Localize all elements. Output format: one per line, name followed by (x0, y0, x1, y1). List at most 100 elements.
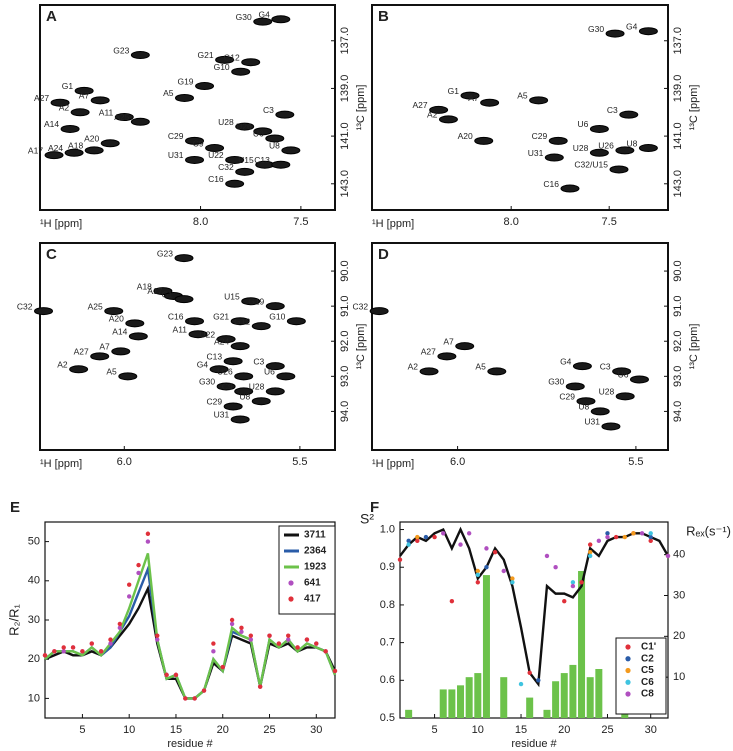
point (406, 542, 411, 547)
y-tick-label: 0.7 (380, 637, 395, 649)
peak (234, 387, 254, 396)
point (484, 546, 489, 551)
peak-label: A7 (99, 342, 110, 352)
peak (235, 122, 255, 131)
x-axis-label: residue # (167, 738, 213, 750)
peak (276, 372, 296, 381)
panel-label: A (46, 8, 57, 25)
point (80, 649, 85, 654)
point (323, 649, 328, 654)
peak-label: A2 (57, 360, 68, 370)
point (295, 645, 300, 650)
x-tick-label: 8.0 (504, 216, 519, 228)
peak-label: G12 (224, 52, 240, 62)
point (145, 539, 151, 544)
legend-label: C8 (641, 689, 654, 700)
peak-label: C9 (193, 138, 204, 148)
peak (529, 96, 549, 105)
point (314, 641, 319, 646)
peak (130, 117, 150, 126)
peak-label: G1 (162, 289, 174, 299)
y-tick-label: 10 (28, 692, 40, 704)
point (201, 688, 207, 693)
y-tick-label: 93.0 (339, 366, 351, 387)
peak-label: C9 (222, 382, 233, 392)
point (145, 531, 151, 536)
peak (185, 155, 205, 164)
point (239, 625, 244, 631)
x-tick-label: 8.0 (193, 216, 208, 228)
peak (560, 184, 580, 193)
point (108, 637, 113, 642)
peak-label: A7 (443, 336, 454, 346)
peak (369, 307, 389, 316)
peak-label: C29 (532, 131, 548, 141)
y-tick-label: 143.0 (672, 170, 684, 198)
point (579, 580, 584, 585)
x-tick-label: 25 (601, 724, 613, 736)
plot-frame (39, 4, 336, 211)
peak-label: A27 (421, 347, 436, 357)
y-tick-label: 90.0 (672, 260, 684, 281)
y-tick-label: 0.8 (380, 599, 395, 611)
point (220, 664, 225, 670)
peak-label: U22 (200, 329, 216, 339)
point (484, 565, 489, 570)
peak-label: A20 (458, 131, 473, 141)
peak (188, 330, 208, 339)
point (155, 637, 160, 642)
y-tick-label: 137.0 (339, 27, 351, 55)
panel-label: E (10, 499, 20, 516)
x-axis-label: ¹H [ppm] (372, 458, 414, 470)
point (136, 562, 141, 568)
point (510, 576, 515, 581)
peak (438, 115, 458, 124)
peak-label: G19 (248, 296, 264, 306)
y-tick-label: 141.0 (672, 122, 684, 150)
point (229, 621, 235, 627)
peak (565, 382, 585, 391)
peak-label: C3 (263, 105, 274, 115)
y-tick-label: 94.0 (672, 401, 684, 422)
point (475, 568, 481, 574)
bar (586, 677, 594, 718)
peak (100, 139, 120, 148)
y-tick-label: 91.0 (672, 295, 684, 316)
y-tick-label: 0.6 (380, 674, 395, 686)
peak (241, 297, 261, 306)
legend-swatch (625, 691, 631, 697)
peak-label: A2 (427, 110, 438, 120)
peak-label: G30 (548, 377, 564, 387)
point (587, 542, 593, 547)
peak-label: A2 (408, 362, 419, 372)
point (98, 649, 104, 654)
y-tick-label: 92.0 (339, 331, 351, 352)
peak-label: G1 (62, 81, 74, 91)
legend-label: 417 (304, 594, 321, 605)
peak (90, 96, 110, 105)
peak-label: U6 (253, 129, 264, 139)
point (475, 580, 481, 585)
peak-label: U26 (217, 367, 233, 377)
panel-label: F (370, 499, 379, 516)
point (155, 633, 160, 638)
bar (569, 664, 577, 718)
peak (265, 362, 285, 371)
peak-label: G21 (198, 50, 214, 60)
peak-label: A27 (74, 347, 89, 357)
point (501, 568, 506, 574)
point (570, 583, 576, 589)
bar (560, 673, 568, 718)
peak-label: A20 (84, 134, 99, 144)
point (562, 598, 567, 604)
peak-label: U28 (218, 117, 234, 127)
x-tick-label: 20 (558, 724, 570, 736)
x-tick-label: 5.5 (628, 456, 643, 468)
point (239, 629, 244, 634)
y-axis-label: R₂/R₁ (6, 603, 21, 635)
panel-label: C (46, 246, 57, 263)
x-tick-label: 25 (263, 724, 275, 736)
legend-label: C6 (641, 677, 654, 688)
peak (205, 144, 225, 153)
